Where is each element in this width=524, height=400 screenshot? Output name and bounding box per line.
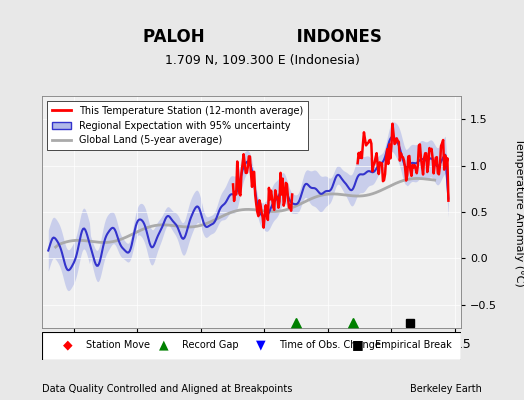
- Y-axis label: Temperature Anomaly (°C): Temperature Anomaly (°C): [514, 138, 524, 286]
- Text: Record Gap: Record Gap: [182, 340, 239, 350]
- Text: Data Quality Controlled and Aligned at Breakpoints: Data Quality Controlled and Aligned at B…: [42, 384, 292, 394]
- Text: ■: ■: [352, 338, 364, 351]
- FancyBboxPatch shape: [42, 332, 461, 360]
- Text: Empirical Break: Empirical Break: [375, 340, 452, 350]
- Legend: This Temperature Station (12-month average), Regional Expectation with 95% uncer: This Temperature Station (12-month avera…: [47, 101, 308, 150]
- Text: Station Move: Station Move: [86, 340, 150, 350]
- Text: PALOH                INDONES: PALOH INDONES: [143, 28, 381, 46]
- Text: ▲: ▲: [159, 338, 169, 351]
- Text: Berkeley Earth: Berkeley Earth: [410, 384, 482, 394]
- Text: ▼: ▼: [256, 338, 265, 351]
- Text: Time of Obs. Change: Time of Obs. Change: [279, 340, 380, 350]
- Text: 1.709 N, 109.300 E (Indonesia): 1.709 N, 109.300 E (Indonesia): [165, 54, 359, 67]
- Text: ◆: ◆: [63, 338, 72, 351]
